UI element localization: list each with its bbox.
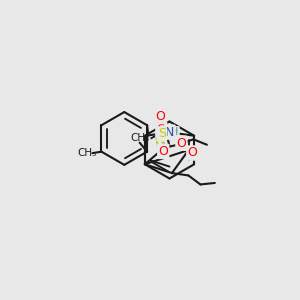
Text: N: N xyxy=(165,126,174,139)
Text: H: H xyxy=(170,127,178,137)
Text: CH₃: CH₃ xyxy=(77,148,97,158)
Text: O: O xyxy=(155,110,165,123)
Text: O: O xyxy=(158,145,168,158)
Text: CH₃: CH₃ xyxy=(130,134,149,143)
Text: O: O xyxy=(156,123,166,136)
Text: S: S xyxy=(158,128,166,140)
Text: O: O xyxy=(187,146,197,160)
Text: O: O xyxy=(176,137,186,150)
